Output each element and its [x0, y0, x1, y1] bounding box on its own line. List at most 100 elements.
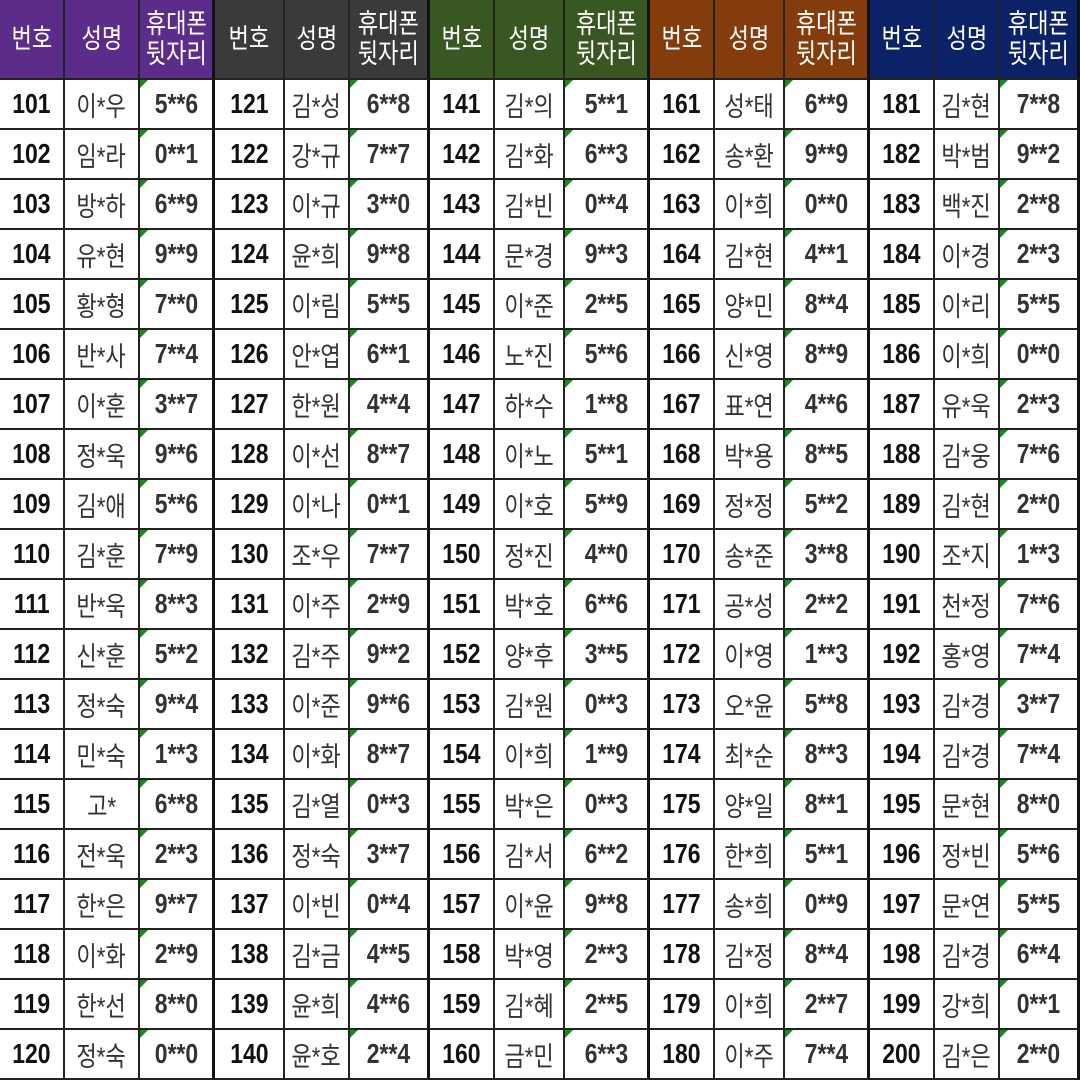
cell-name[interactable]: 이*주	[285, 580, 350, 630]
cell-number[interactable]: 131	[215, 580, 285, 630]
cell-name[interactable]: 조*지	[935, 530, 1000, 580]
cell-phone-suffix[interactable]: 0**3	[565, 780, 650, 830]
cell-phone-suffix[interactable]: 8**1	[785, 780, 870, 830]
cell-name[interactable]: 정*욱	[65, 430, 140, 480]
cell-phone-suffix[interactable]: 4**6	[350, 980, 430, 1030]
cell-phone-suffix[interactable]: 7**9	[140, 530, 215, 580]
cell-number[interactable]: 103	[0, 180, 65, 230]
cell-name[interactable]: 민*숙	[65, 730, 140, 780]
cell-name[interactable]: 이*주	[715, 1030, 785, 1080]
header-name[interactable]: 성명	[715, 0, 785, 80]
cell-phone-suffix[interactable]: 3**8	[785, 530, 870, 580]
cell-phone-suffix[interactable]: 5**1	[565, 430, 650, 480]
header-number[interactable]: 번호	[870, 0, 935, 80]
cell-number[interactable]: 183	[870, 180, 935, 230]
cell-number[interactable]: 135	[215, 780, 285, 830]
cell-number[interactable]: 125	[215, 280, 285, 330]
cell-name[interactable]: 김*금	[285, 930, 350, 980]
cell-name[interactable]: 송*환	[715, 130, 785, 180]
cell-phone-suffix[interactable]: 4**0	[565, 530, 650, 580]
cell-number[interactable]: 130	[215, 530, 285, 580]
cell-phone-suffix[interactable]: 3**0	[350, 180, 430, 230]
cell-phone-suffix[interactable]: 6**9	[785, 80, 870, 130]
cell-number[interactable]: 106	[0, 330, 65, 380]
cell-phone-suffix[interactable]: 8**4	[785, 280, 870, 330]
cell-phone-suffix[interactable]: 6**2	[565, 830, 650, 880]
cell-number[interactable]: 101	[0, 80, 65, 130]
cell-name[interactable]: 조*우	[285, 530, 350, 580]
cell-number[interactable]: 143	[430, 180, 495, 230]
cell-name[interactable]: 한*선	[65, 980, 140, 1030]
cell-phone-suffix[interactable]: 7**4	[785, 1030, 870, 1080]
cell-phone-suffix[interactable]: 1**8	[565, 380, 650, 430]
cell-number[interactable]: 170	[650, 530, 715, 580]
header-phone-suffix[interactable]: 휴대폰 뒷자리	[785, 0, 870, 80]
cell-name[interactable]: 김*열	[285, 780, 350, 830]
cell-number[interactable]: 111	[0, 580, 65, 630]
cell-name[interactable]: 박*범	[935, 130, 1000, 180]
cell-phone-suffix[interactable]: 0**4	[565, 180, 650, 230]
cell-name[interactable]: 김*현	[935, 80, 1000, 130]
cell-phone-suffix[interactable]: 9**9	[785, 130, 870, 180]
cell-phone-suffix[interactable]: 5**2	[785, 480, 870, 530]
cell-number[interactable]: 169	[650, 480, 715, 530]
header-name[interactable]: 성명	[285, 0, 350, 80]
cell-phone-suffix[interactable]: 8**0	[1000, 780, 1080, 830]
cell-phone-suffix[interactable]: 5**8	[785, 680, 870, 730]
cell-name[interactable]: 강*규	[285, 130, 350, 180]
cell-number[interactable]: 129	[215, 480, 285, 530]
header-number[interactable]: 번호	[430, 0, 495, 80]
cell-name[interactable]: 하*수	[495, 380, 565, 430]
cell-name[interactable]: 이*영	[715, 630, 785, 680]
cell-phone-suffix[interactable]: 0**0	[1000, 330, 1080, 380]
cell-number[interactable]: 142	[430, 130, 495, 180]
cell-name[interactable]: 한*원	[285, 380, 350, 430]
cell-phone-suffix[interactable]: 9**8	[350, 230, 430, 280]
cell-name[interactable]: 문*경	[495, 230, 565, 280]
header-name[interactable]: 성명	[935, 0, 1000, 80]
cell-name[interactable]: 송*준	[715, 530, 785, 580]
cell-phone-suffix[interactable]: 7**0	[140, 280, 215, 330]
cell-name[interactable]: 윤*희	[285, 230, 350, 280]
cell-phone-suffix[interactable]: 2**8	[1000, 180, 1080, 230]
cell-phone-suffix[interactable]: 4**6	[785, 380, 870, 430]
header-number[interactable]: 번호	[650, 0, 715, 80]
cell-phone-suffix[interactable]: 7**4	[140, 330, 215, 380]
cell-phone-suffix[interactable]: 9**6	[350, 680, 430, 730]
cell-name[interactable]: 김*훈	[65, 530, 140, 580]
cell-phone-suffix[interactable]: 6**6	[565, 580, 650, 630]
cell-name[interactable]: 안*엽	[285, 330, 350, 380]
cell-number[interactable]: 163	[650, 180, 715, 230]
cell-name[interactable]: 이*규	[285, 180, 350, 230]
cell-name[interactable]: 양*민	[715, 280, 785, 330]
cell-name[interactable]: 한*희	[715, 830, 785, 880]
cell-number[interactable]: 127	[215, 380, 285, 430]
cell-number[interactable]: 172	[650, 630, 715, 680]
cell-phone-suffix[interactable]: 2**3	[1000, 230, 1080, 280]
cell-phone-suffix[interactable]: 2**3	[140, 830, 215, 880]
cell-number[interactable]: 120	[0, 1030, 65, 1080]
cell-name[interactable]: 천*정	[935, 580, 1000, 630]
cell-number[interactable]: 200	[870, 1030, 935, 1080]
cell-number[interactable]: 141	[430, 80, 495, 130]
cell-name[interactable]: 이*화	[65, 930, 140, 980]
cell-phone-suffix[interactable]: 5**1	[785, 830, 870, 880]
cell-phone-suffix[interactable]: 1**9	[565, 730, 650, 780]
cell-number[interactable]: 151	[430, 580, 495, 630]
cell-number[interactable]: 190	[870, 530, 935, 580]
cell-number[interactable]: 155	[430, 780, 495, 830]
cell-number[interactable]: 114	[0, 730, 65, 780]
cell-name[interactable]: 정*숙	[285, 830, 350, 880]
cell-phone-suffix[interactable]: 7**7	[350, 130, 430, 180]
cell-number[interactable]: 121	[215, 80, 285, 130]
cell-name[interactable]: 박*은	[495, 780, 565, 830]
header-phone-suffix[interactable]: 휴대폰 뒷자리	[565, 0, 650, 80]
cell-name[interactable]: 유*현	[65, 230, 140, 280]
cell-number[interactable]: 195	[870, 780, 935, 830]
cell-name[interactable]: 정*진	[495, 530, 565, 580]
cell-phone-suffix[interactable]: 8**7	[350, 730, 430, 780]
cell-name[interactable]: 성*태	[715, 80, 785, 130]
cell-number[interactable]: 176	[650, 830, 715, 880]
cell-phone-suffix[interactable]: 6**9	[140, 180, 215, 230]
cell-name[interactable]: 홍*영	[935, 630, 1000, 680]
